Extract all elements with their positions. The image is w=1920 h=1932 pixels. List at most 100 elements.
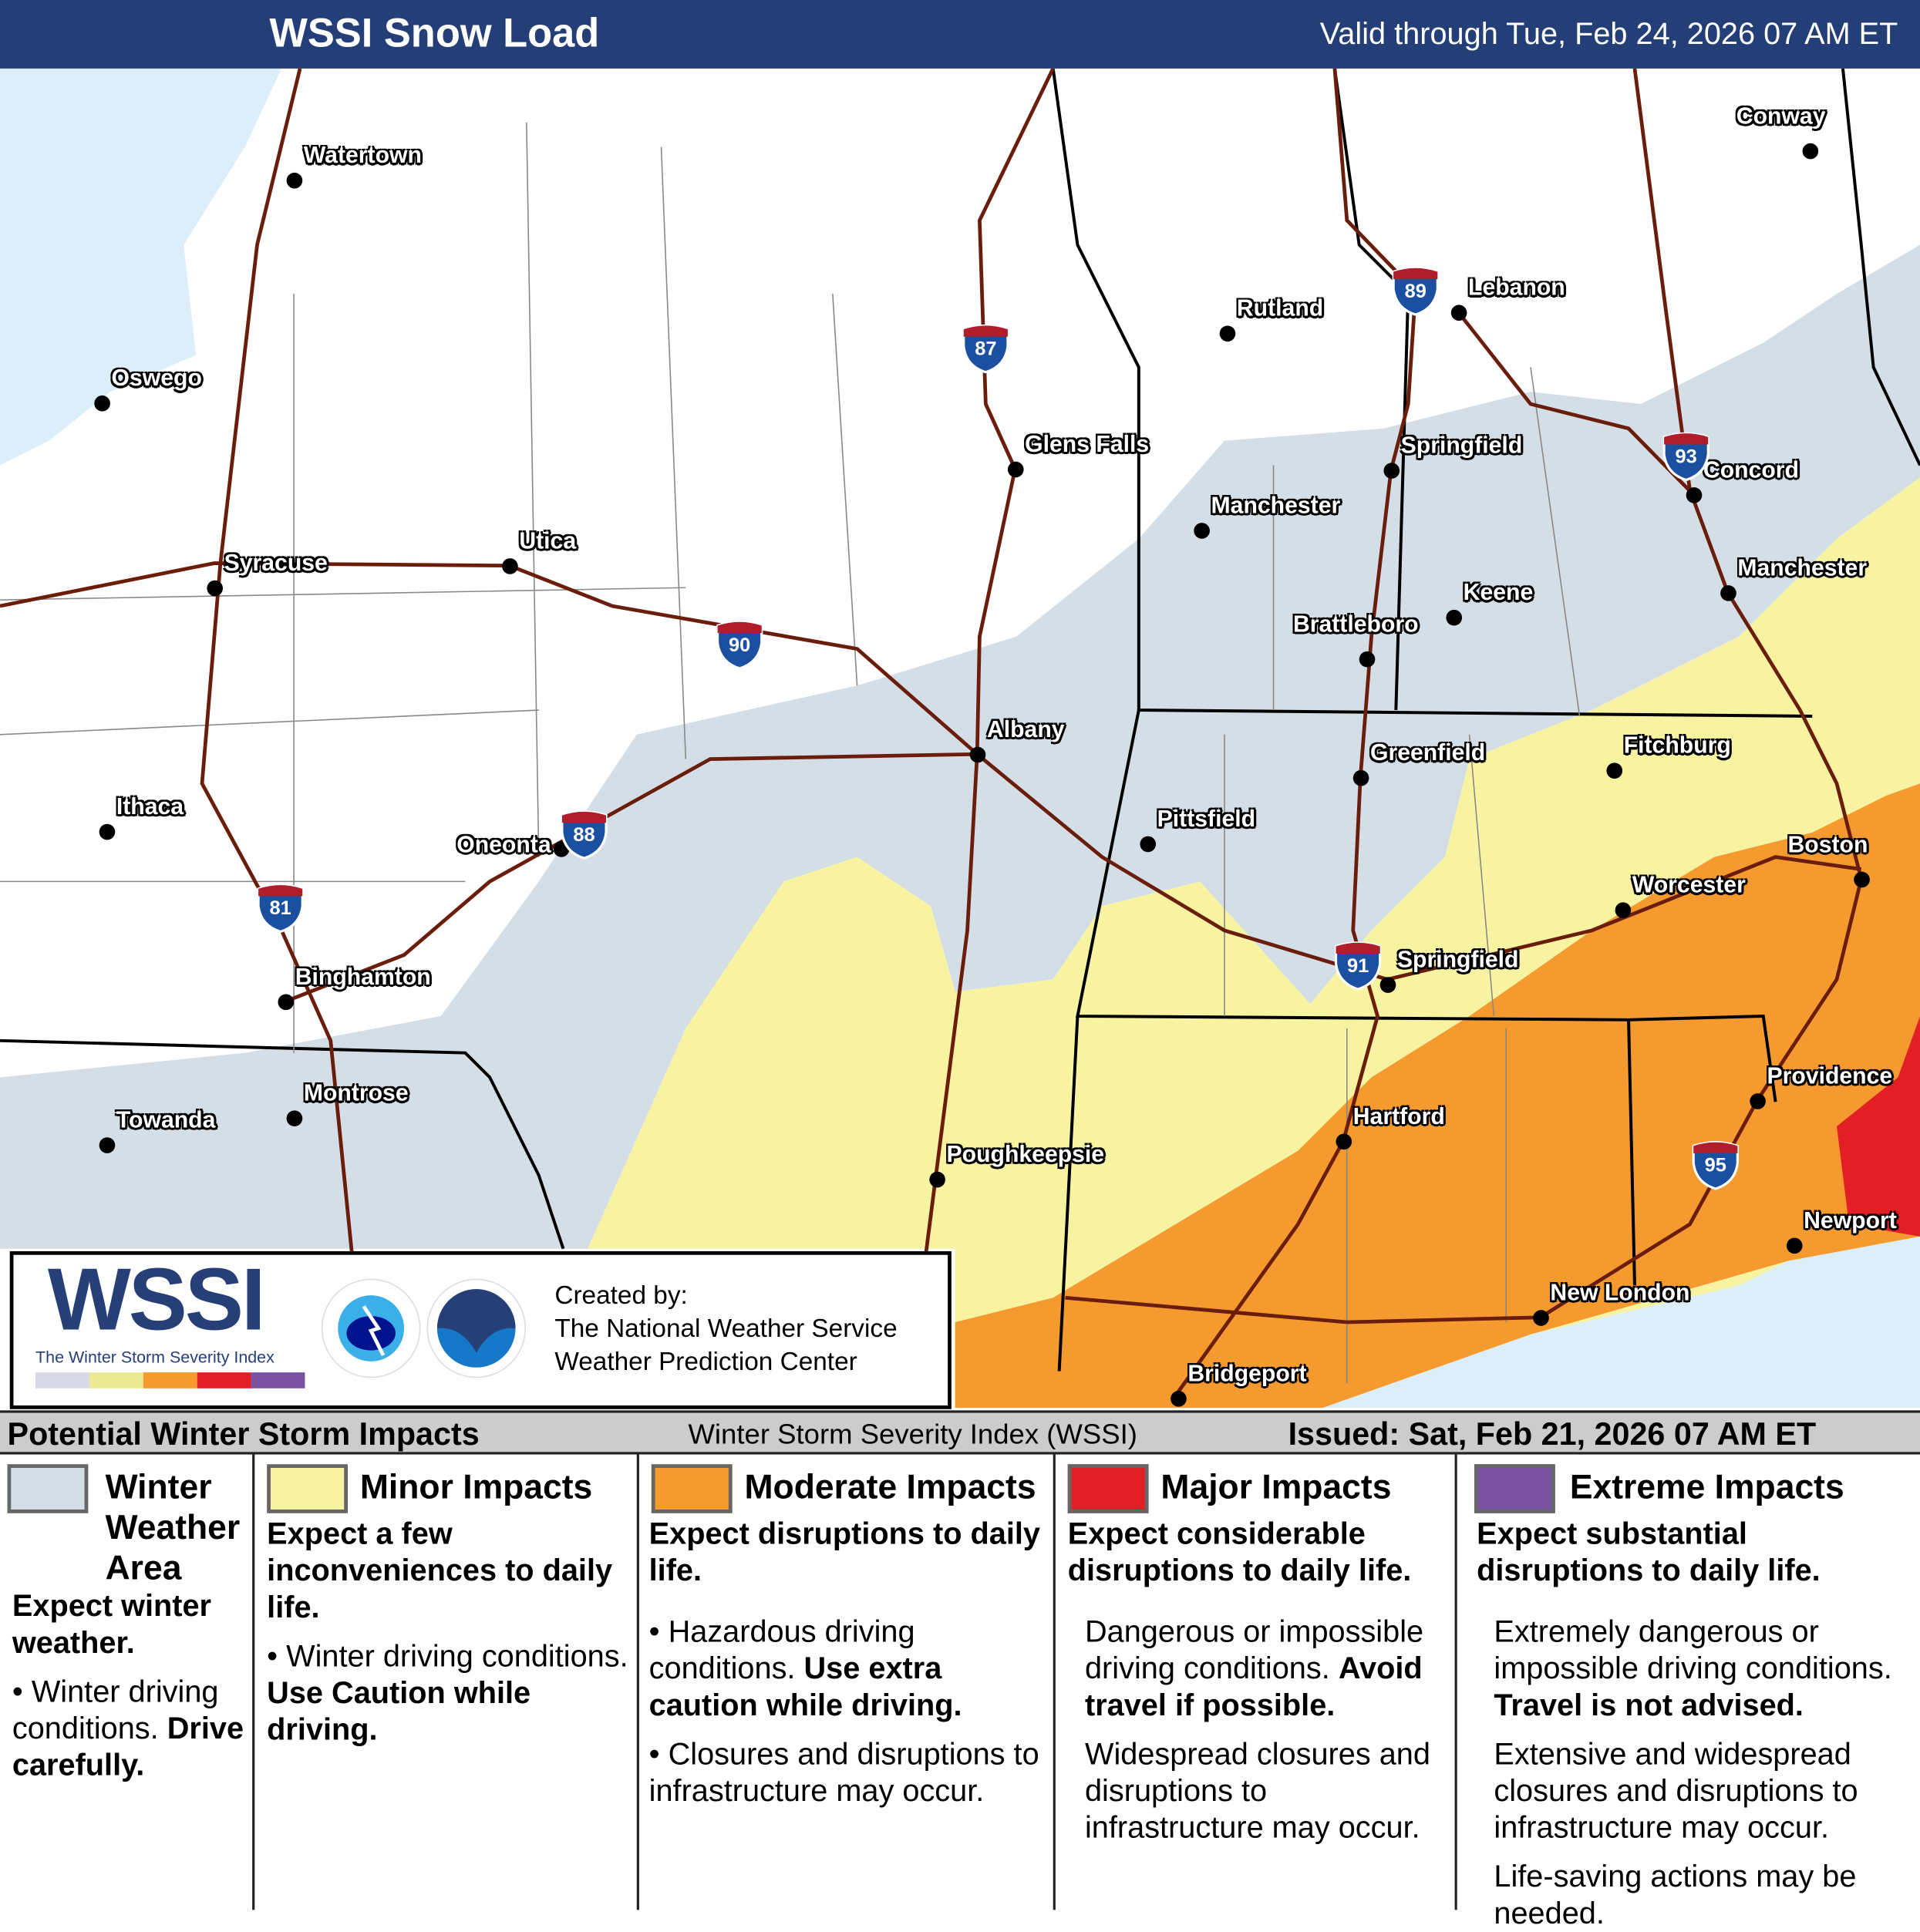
bullet-bold: Use Caution while driving. bbox=[267, 1675, 531, 1748]
city-label: Newport bbox=[1804, 1208, 1897, 1234]
body-bold: Travel is not advised. bbox=[1494, 1688, 1804, 1723]
ocean bbox=[1322, 1236, 1920, 1409]
bullet-bold: Drive carefully. bbox=[12, 1712, 244, 1783]
city-label: Rutland bbox=[1236, 296, 1324, 322]
impact-legend: Winter Weather Area Expect winter weathe… bbox=[0, 1454, 1920, 1930]
city-label: Ithaca bbox=[116, 794, 184, 820]
city-label: Pittsfield bbox=[1157, 806, 1256, 833]
city-dot bbox=[99, 823, 116, 840]
city-label: Greenfield bbox=[1369, 740, 1486, 767]
legend-body: Winter Weather Area Expect winter weathe… bbox=[12, 1466, 250, 1783]
city-label: Glens Falls bbox=[1025, 432, 1150, 458]
legend-expect: Expect disruptions to daily life. bbox=[648, 1516, 1041, 1588]
body-bold: Avoid travel if possible. bbox=[1084, 1651, 1423, 1723]
city-label: Lebanon bbox=[1468, 275, 1565, 301]
legend-body: Expect substantial disruptions to daily … bbox=[1477, 1516, 1918, 1932]
legend-text-3: Life-saving actions may be needed. bbox=[1494, 1860, 1857, 1931]
wssi-logo-subtitle: The Winter Storm Severity Index bbox=[35, 1348, 275, 1367]
city-label: Syracuse bbox=[224, 550, 328, 577]
city-label: Brattleboro bbox=[1292, 612, 1419, 638]
legend-text-2: Extensive and widespread closures and di… bbox=[1494, 1737, 1858, 1846]
legend-title: Major Impacts bbox=[1160, 1468, 1392, 1506]
state-borders bbox=[0, 68, 1920, 1372]
city-label: Towanda bbox=[116, 1108, 216, 1134]
city-dot bbox=[1686, 487, 1703, 503]
major-impacts-area bbox=[1837, 1016, 1920, 1237]
interstate-number: 95 bbox=[1704, 1156, 1726, 1177]
city-label: Keene bbox=[1463, 580, 1534, 607]
swatch-moderate bbox=[651, 1464, 733, 1513]
legend-title: Extreme Impacts bbox=[1569, 1468, 1844, 1506]
city-dot bbox=[1786, 1237, 1803, 1254]
city-dot bbox=[1359, 651, 1376, 668]
interstate-number: 89 bbox=[1404, 281, 1427, 303]
interstate-shield-icon: 91 bbox=[1333, 941, 1383, 991]
legend-bullet-2: • Closures and disruptions to infrastruc… bbox=[648, 1737, 1039, 1809]
nws-logo bbox=[321, 1278, 421, 1378]
map-title: WSSI Snow Load bbox=[269, 9, 600, 56]
city-label: New London bbox=[1550, 1281, 1690, 1307]
interstate-shield-icon: 93 bbox=[1662, 432, 1711, 482]
city-dot bbox=[1007, 461, 1024, 478]
city-dot bbox=[1194, 523, 1210, 539]
interstate-number: 93 bbox=[1675, 446, 1697, 468]
bullet-text: Winter driving conditions. bbox=[12, 1675, 219, 1746]
impacts-banner: Potential Winter Storm Impacts Winter St… bbox=[0, 1410, 1920, 1455]
agency-logos bbox=[321, 1278, 527, 1378]
legend-title: Winter Weather Area bbox=[105, 1468, 241, 1587]
city-label: Utica bbox=[519, 529, 577, 555]
city-dot bbox=[94, 395, 110, 412]
city-dot bbox=[1140, 836, 1157, 853]
body-text: Dangerous or impossible driving conditio… bbox=[1084, 1614, 1424, 1686]
interstate-shield-icon: 95 bbox=[1691, 1141, 1740, 1190]
credits-text: Created by: The National Weather Service… bbox=[554, 1279, 897, 1378]
winter-weather-area bbox=[0, 244, 1920, 1249]
interstate-number: 90 bbox=[729, 635, 751, 657]
legend-bullet: • Winter driving conditions. Use Caution… bbox=[267, 1639, 628, 1748]
legend-bullet: • Hazardous driving conditions. Use extr… bbox=[648, 1614, 962, 1723]
swatch-extreme bbox=[1474, 1464, 1555, 1513]
legend-expect: Expect winter weather. bbox=[12, 1589, 212, 1661]
bullet-text: Closures and disruptions to infrastructu… bbox=[648, 1737, 1039, 1809]
city-dot bbox=[286, 1110, 303, 1126]
issued-time: Issued: Sat, Feb 21, 2026 07 AM ET bbox=[1288, 1415, 1817, 1452]
city-label: Hartford bbox=[1352, 1104, 1445, 1130]
legend-body: Expect considerable disruptions to daily… bbox=[1068, 1516, 1450, 1846]
city-label: Springfield bbox=[1400, 433, 1523, 459]
legend-major: Major Impacts Expect considerable disrup… bbox=[1056, 1454, 1457, 1910]
city-dot bbox=[1379, 977, 1396, 993]
wssi-logo: WSSI bbox=[47, 1250, 266, 1349]
bullet-bold: Use extra caution while driving. bbox=[648, 1651, 962, 1723]
interstate-shield-icon: 90 bbox=[715, 621, 764, 670]
legend-moderate: Moderate Impacts Expect disruptions to d… bbox=[639, 1454, 1056, 1910]
created-by-label: Created by: bbox=[554, 1281, 688, 1311]
city-label: Montrose bbox=[303, 1081, 409, 1107]
wssi-color-bar bbox=[35, 1372, 305, 1388]
map-area: Watertown Oswego Syracuse Utica Ithaca Oneont… bbox=[0, 68, 1920, 1409]
city-label: Binghamton bbox=[295, 964, 431, 991]
header-bar: WSSI Snow Load Valid through Tue, Feb 24… bbox=[0, 0, 1920, 69]
legend-minor: Minor Impacts Expect a few inconvenience… bbox=[254, 1454, 639, 1910]
legend-expect: Expect considerable disruptions to daily… bbox=[1067, 1516, 1412, 1588]
interstate-shield-icon: 81 bbox=[256, 884, 305, 934]
legend-body: Expect disruptions to daily life. • Haza… bbox=[649, 1516, 1049, 1809]
legend-title: Moderate Impacts bbox=[744, 1468, 1036, 1506]
legend-expect: Expect a few inconveniences to daily lif… bbox=[267, 1516, 613, 1625]
city-dot bbox=[1383, 463, 1400, 479]
bullet-text: Hazardous driving conditions. bbox=[648, 1614, 915, 1686]
legend-text: Extremely dangerous or impossible drivin… bbox=[1477, 1614, 1918, 1724]
city-label: Providence bbox=[1767, 1063, 1893, 1090]
org-wpc: Weather Prediction Center bbox=[554, 1348, 857, 1376]
city-label: Manchester bbox=[1737, 555, 1868, 582]
moderate-impacts-area bbox=[955, 783, 1920, 1409]
city-dot bbox=[502, 558, 518, 574]
interstate-highways bbox=[0, 68, 1864, 1409]
city-dot bbox=[1446, 609, 1463, 626]
city-dot bbox=[1352, 769, 1369, 786]
swatch-major bbox=[1067, 1464, 1149, 1513]
city-dot bbox=[286, 172, 303, 189]
city-label: Boston bbox=[1787, 832, 1868, 859]
city-label: Bridgeport bbox=[1187, 1361, 1307, 1388]
city-dot bbox=[1336, 1133, 1352, 1150]
